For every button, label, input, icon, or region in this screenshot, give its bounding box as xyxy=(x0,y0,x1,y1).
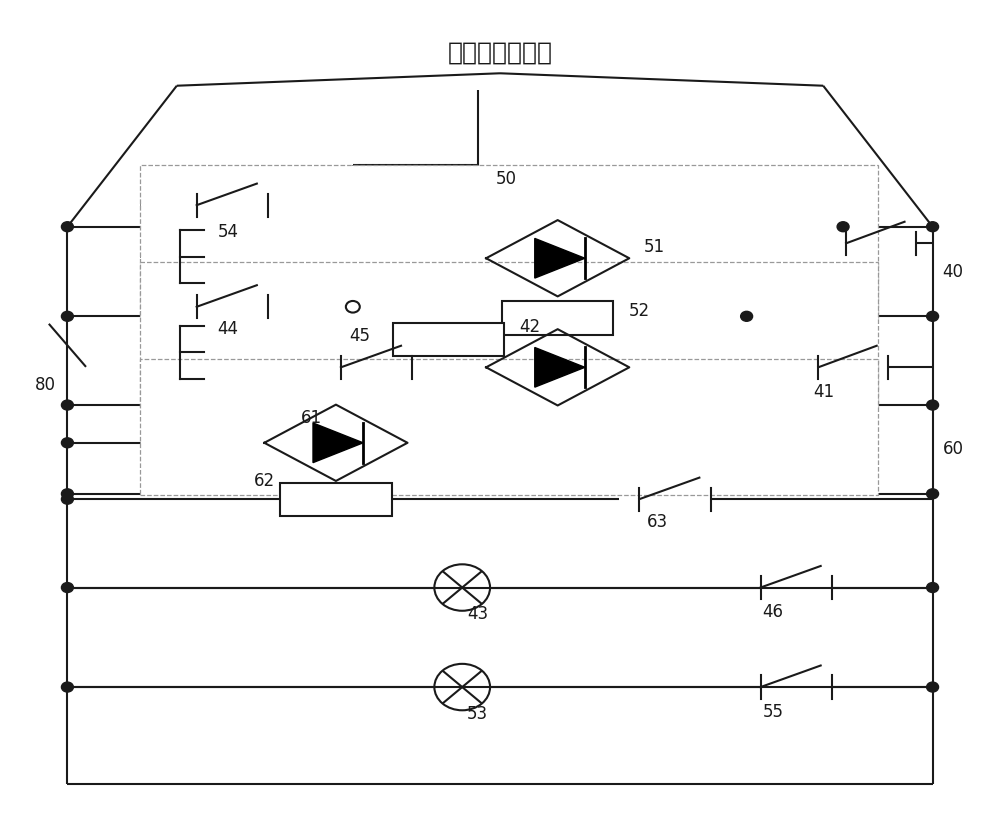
Bar xyxy=(140,262,878,407)
Circle shape xyxy=(927,311,939,321)
Text: 42: 42 xyxy=(519,318,540,337)
Circle shape xyxy=(61,222,73,231)
Polygon shape xyxy=(535,239,585,278)
Text: 80: 80 xyxy=(34,376,55,394)
Bar xyxy=(140,359,878,495)
Bar xyxy=(140,164,878,318)
Text: 52: 52 xyxy=(628,302,649,321)
Text: 43: 43 xyxy=(467,605,488,623)
Text: 40: 40 xyxy=(943,262,964,281)
Circle shape xyxy=(61,583,73,593)
Text: 41: 41 xyxy=(813,383,834,401)
Circle shape xyxy=(927,583,939,593)
Circle shape xyxy=(837,222,849,231)
Circle shape xyxy=(61,311,73,321)
Text: 53: 53 xyxy=(467,705,488,722)
Text: 45: 45 xyxy=(349,326,370,345)
Bar xyxy=(502,301,613,335)
Circle shape xyxy=(61,488,73,498)
Text: 62: 62 xyxy=(254,472,275,490)
Circle shape xyxy=(741,311,753,321)
Circle shape xyxy=(61,438,73,448)
Polygon shape xyxy=(535,347,585,387)
Text: 63: 63 xyxy=(647,514,668,531)
Text: 51: 51 xyxy=(644,238,665,256)
Circle shape xyxy=(61,494,73,504)
Circle shape xyxy=(927,400,939,410)
Text: 44: 44 xyxy=(218,320,239,338)
Text: 54: 54 xyxy=(218,223,239,240)
Circle shape xyxy=(927,222,939,231)
Bar xyxy=(280,483,392,516)
Text: 50: 50 xyxy=(496,170,517,189)
Bar xyxy=(393,323,504,356)
Polygon shape xyxy=(313,423,363,463)
Circle shape xyxy=(61,682,73,692)
Circle shape xyxy=(927,682,939,692)
Text: 60: 60 xyxy=(943,440,964,458)
Text: 61: 61 xyxy=(301,409,322,427)
Text: 46: 46 xyxy=(763,604,784,621)
Circle shape xyxy=(927,488,939,498)
Text: 控制电压输入端: 控制电压输入端 xyxy=(448,41,552,64)
Circle shape xyxy=(61,400,73,410)
Text: 55: 55 xyxy=(763,703,784,721)
